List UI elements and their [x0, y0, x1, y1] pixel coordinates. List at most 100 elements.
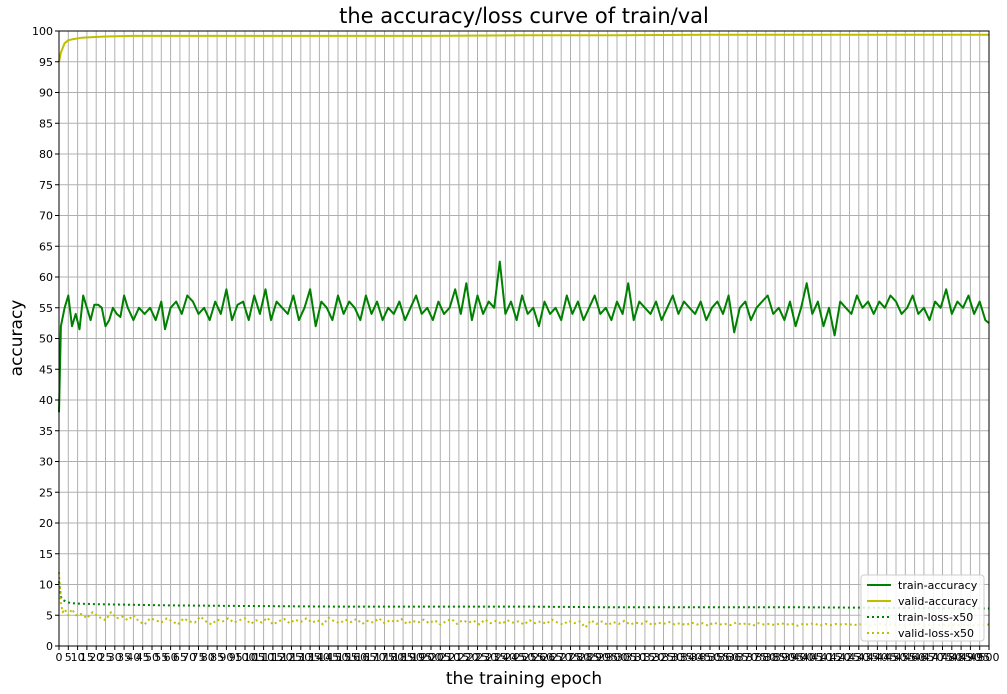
x-tick-label: 170 [365, 651, 386, 664]
x-tick-label: 460 [904, 651, 925, 664]
legend-box [860, 574, 985, 642]
x-tick-label: 100 [235, 651, 256, 664]
x-tick-label: 140 [309, 651, 330, 664]
y-tick-label: 0 [46, 640, 53, 653]
legend: train-accuracy valid-accuracy train-loss-x… [860, 574, 985, 642]
x-tick-label: 490 [960, 651, 981, 664]
x-tick-label: 120 [272, 651, 293, 664]
x-tick-label: 430 [848, 651, 869, 664]
x-tick-label: 275 [560, 651, 581, 664]
legend-label: valid-accuracy [898, 595, 978, 608]
x-tick-label: 355 [709, 651, 730, 664]
x-tick-label: 420 [830, 651, 851, 664]
x-tick-label: 330 [662, 651, 683, 664]
x-tick-label: 260 [532, 651, 553, 664]
x-tick-label: 335 [672, 651, 693, 664]
y-tick-label: 30 [39, 456, 53, 469]
x-tick-label: 290 [588, 651, 609, 664]
x-tick-label: 105 [244, 651, 265, 664]
y-tick-label: 5 [46, 609, 53, 622]
x-tick-label: 440 [867, 651, 888, 664]
x-tick-label: 250 [514, 651, 535, 664]
y-axis-label: accuracy [7, 300, 27, 377]
x-tick-label: 165 [355, 651, 376, 664]
x-tick-label: 10 [71, 651, 85, 664]
y-tick-label: 90 [39, 87, 53, 100]
x-tick-label: 265 [541, 651, 562, 664]
y-tick-label: 20 [39, 517, 53, 530]
y-tick-label: 10 [39, 579, 53, 592]
x-tick-label: 240 [495, 651, 516, 664]
x-tick-label: 185 [393, 651, 414, 664]
x-tick-label: 130 [290, 651, 311, 664]
x-tick-label: 415 [820, 651, 841, 664]
y-tick-label: 40 [39, 394, 53, 407]
x-tick-label: 315 [634, 651, 655, 664]
x-tick-label: 375 [746, 651, 767, 664]
x-tick-label: 95 [229, 651, 243, 664]
legend-label: valid-loss-x50 [898, 627, 974, 640]
x-tick-label: 0 [56, 651, 63, 664]
series-layer [58, 33, 990, 629]
x-tick-label: 445 [876, 651, 897, 664]
x-tick-label: 125 [281, 651, 302, 664]
x-tick-label: 175 [374, 651, 395, 664]
y-tick-label: 35 [39, 425, 53, 438]
x-tick-label: 65 [173, 651, 187, 664]
series-line-valid-accuracy [58, 33, 989, 63]
x-tick-label: 60 [164, 651, 178, 664]
y-tick-label: 95 [39, 56, 53, 69]
x-tick-label: 295 [597, 651, 618, 664]
x-tick-label: 390 [774, 651, 795, 664]
x-tick-label: 225 [467, 651, 488, 664]
y-tick-label: 15 [39, 548, 53, 561]
y-tick-label: 75 [39, 179, 53, 192]
x-tick-label: 205 [430, 651, 451, 664]
x-tick-label: 470 [923, 651, 944, 664]
y-tick-label: 85 [39, 117, 53, 130]
x-tick-label: 475 [932, 651, 953, 664]
x-tick-label: 405 [802, 651, 823, 664]
x-tick-label: 20 [89, 651, 103, 664]
x-tick-label: 220 [458, 651, 479, 664]
x-tick-label: 325 [653, 651, 674, 664]
x-axis: 0 510152025303540455055606570758085909510… [56, 646, 1000, 664]
x-tick-label: 40 [126, 651, 140, 664]
x-tick-label: 30 [108, 651, 122, 664]
x-tick-label: 75 [192, 651, 206, 664]
y-tick-label: 65 [39, 240, 53, 253]
x-tick-label: 190 [402, 651, 423, 664]
x-tick-label: 115 [262, 651, 283, 664]
x-tick-label: 245 [504, 651, 525, 664]
x-tick-label: 400 [793, 651, 814, 664]
x-tick-label: 340 [681, 651, 702, 664]
x-tick-label: 270 [551, 651, 572, 664]
x-tick-label: 45 [136, 651, 150, 664]
x-tick-label: 180 [383, 651, 404, 664]
x-tick-label: 410 [811, 651, 832, 664]
x-tick-label: 300 [607, 651, 628, 664]
y-tick-label: 80 [39, 148, 53, 161]
x-tick-label: 160 [346, 651, 367, 664]
y-tick-label: 25 [39, 486, 53, 499]
x-tick-label: 200 [421, 651, 442, 664]
x-tick-label: 235 [486, 651, 507, 664]
x-tick-label: 425 [839, 651, 860, 664]
x-tick-label: 210 [439, 651, 460, 664]
x-tick-label: 360 [718, 651, 739, 664]
x-tick-label: 485 [951, 651, 972, 664]
x-tick-label: 365 [727, 651, 748, 664]
x-tick-label: 55 [154, 651, 168, 664]
y-tick-label: 100 [32, 25, 53, 38]
y-tick-label: 50 [39, 333, 53, 346]
legend-label: train-loss-x50 [898, 611, 973, 624]
series-line-train-accuracy [58, 260, 990, 413]
x-tick-label: 255 [523, 651, 544, 664]
grid [58, 30, 990, 647]
x-tick-label: 230 [476, 651, 497, 664]
x-tick-label: 455 [895, 651, 916, 664]
x-tick-label: 110 [253, 651, 274, 664]
x-tick-label: 495 [969, 651, 990, 664]
x-tick-label: 465 [913, 651, 934, 664]
